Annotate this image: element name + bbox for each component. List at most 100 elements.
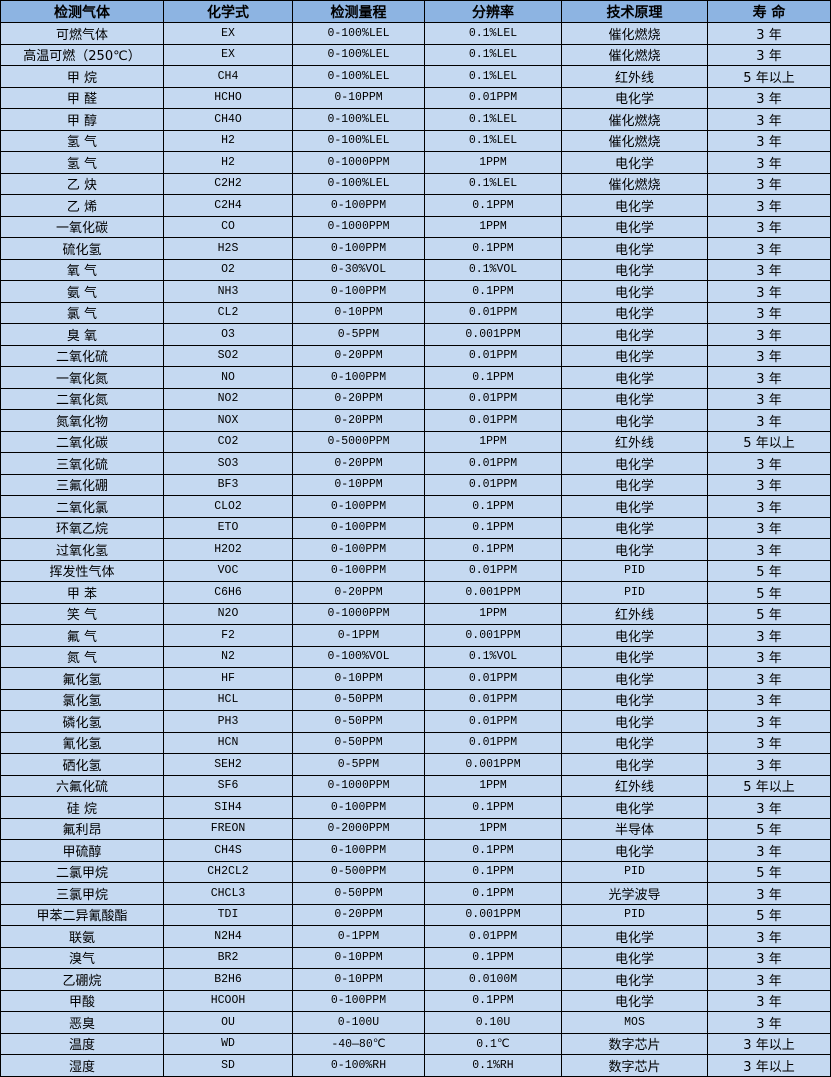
table-row: 甲苯二异氰酸酯 TDI 0-20PPM 0.001PPM PID 5 年 <box>0 903 831 926</box>
cell-resolution: 0.001PPM <box>424 581 562 604</box>
cell-formula: H2O2 <box>163 538 293 561</box>
cell-principle: PID <box>561 903 708 926</box>
cell-lifetime: 5 年 <box>707 581 831 604</box>
cell-resolution: 0.001PPM <box>424 903 562 926</box>
cell-range: 0-5PPM <box>292 323 425 346</box>
header-range: 检测量程 <box>292 0 425 23</box>
table-row: 甲 醛 HCHO 0-10PPM 0.01PPM 电化学 3 年 <box>0 86 831 109</box>
cell-gas-name: 甲苯二异氰酸酯 <box>0 903 164 926</box>
cell-formula: WD <box>163 1032 293 1055</box>
cell-resolution: 0.1PPM <box>424 860 562 883</box>
cell-gas-name: 硒化氢 <box>0 753 164 776</box>
cell-gas-name: 硫化氢 <box>0 237 164 260</box>
cell-formula: H2S <box>163 237 293 260</box>
cell-resolution: 0.1PPM <box>424 280 562 303</box>
cell-formula: C6H6 <box>163 581 293 604</box>
cell-lifetime: 3 年 <box>707 366 831 389</box>
cell-formula: O3 <box>163 323 293 346</box>
cell-lifetime: 5 年 <box>707 903 831 926</box>
table-row: 二氧化氯 CLO2 0-100PPM 0.1PPM 电化学 3 年 <box>0 495 831 518</box>
cell-formula: EX <box>163 43 293 66</box>
cell-lifetime: 3 年 <box>707 129 831 152</box>
cell-lifetime: 3 年 <box>707 710 831 733</box>
cell-gas-name: 甲 醇 <box>0 108 164 131</box>
cell-range: 0-100%LEL <box>292 43 425 66</box>
cell-principle: 电化学 <box>561 925 708 948</box>
cell-range: 0-100PPM <box>292 839 425 862</box>
cell-principle: 电化学 <box>561 495 708 518</box>
cell-principle: 电化学 <box>561 366 708 389</box>
cell-resolution: 0.1%VOL <box>424 258 562 281</box>
cell-formula: N2H4 <box>163 925 293 948</box>
cell-resolution: 0.10U <box>424 1011 562 1034</box>
cell-gas-name: 氢 气 <box>0 129 164 152</box>
cell-lifetime: 3 年 <box>707 108 831 131</box>
cell-gas-name: 氨 气 <box>0 280 164 303</box>
cell-gas-name: 氯 气 <box>0 301 164 324</box>
cell-range: 0-20PPM <box>292 344 425 367</box>
cell-gas-name: 过氧化氢 <box>0 538 164 561</box>
cell-range: 0-100PPM <box>292 796 425 819</box>
cell-range: 0-20PPM <box>292 387 425 410</box>
cell-principle: 红外线 <box>561 602 708 625</box>
cell-principle: 电化学 <box>561 731 708 754</box>
table-row: 硫化氢 H2S 0-100PPM 0.1PPM 电化学 3 年 <box>0 237 831 260</box>
cell-formula: HCN <box>163 731 293 754</box>
cell-principle: 光学波导 <box>561 882 708 905</box>
cell-lifetime: 3 年以上 <box>707 1054 831 1077</box>
cell-lifetime: 3 年 <box>707 86 831 109</box>
table-row: 乙 炔 C2H2 0-100%LEL 0.1%LEL 催化燃烧 3 年 <box>0 172 831 195</box>
cell-gas-name: 硅 烷 <box>0 796 164 819</box>
cell-range: 0-10PPM <box>292 667 425 690</box>
cell-range: 0-2000PPM <box>292 817 425 840</box>
cell-formula: N2O <box>163 602 293 625</box>
cell-range: 0-100PPM <box>292 237 425 260</box>
cell-resolution: 0.01PPM <box>424 710 562 733</box>
table-row: 乙 烯 C2H4 0-100PPM 0.1PPM 电化学 3 年 <box>0 194 831 217</box>
cell-resolution: 0.1PPM <box>424 237 562 260</box>
cell-resolution: 0.01PPM <box>424 925 562 948</box>
table-row: 溴气 BR2 0-10PPM 0.1PPM 电化学 3 年 <box>0 946 831 969</box>
cell-formula: B2H6 <box>163 968 293 991</box>
cell-lifetime: 3 年 <box>707 495 831 518</box>
cell-formula: HCHO <box>163 86 293 109</box>
cell-principle: 催化燃烧 <box>561 22 708 45</box>
cell-lifetime: 3 年 <box>707 172 831 195</box>
cell-lifetime: 3 年 <box>707 1011 831 1034</box>
cell-resolution: 0.001PPM <box>424 753 562 776</box>
cell-gas-name: 联氨 <box>0 925 164 948</box>
cell-gas-name: 氟利昂 <box>0 817 164 840</box>
table-row: 磷化氢 PH3 0-50PPM 0.01PPM 电化学 3 年 <box>0 710 831 733</box>
cell-principle: MOS <box>561 1011 708 1034</box>
cell-range: 0-100%LEL <box>292 129 425 152</box>
cell-resolution: 1PPM <box>424 602 562 625</box>
table-row: 氮氧化物 NOX 0-20PPM 0.01PPM 电化学 3 年 <box>0 409 831 432</box>
cell-gas-name: 甲 醛 <box>0 86 164 109</box>
cell-lifetime: 3 年 <box>707 925 831 948</box>
cell-resolution: 0.01PPM <box>424 301 562 324</box>
cell-range: 0-100%LEL <box>292 65 425 88</box>
cell-gas-name: 氟化氢 <box>0 667 164 690</box>
cell-resolution: 0.001PPM <box>424 323 562 346</box>
cell-lifetime: 3 年 <box>707 688 831 711</box>
cell-resolution: 0.1PPM <box>424 946 562 969</box>
cell-range: 0-10PPM <box>292 946 425 969</box>
table-row: 六氟化硫 SF6 0-1000PPM 1PPM 红外线 5 年以上 <box>0 774 831 797</box>
table-row: 恶臭 OU 0-100U 0.10U MOS 3 年 <box>0 1011 831 1034</box>
cell-principle: 电化学 <box>561 538 708 561</box>
cell-principle: 红外线 <box>561 430 708 453</box>
cell-principle: 数字芯片 <box>561 1032 708 1055</box>
cell-lifetime: 3 年 <box>707 280 831 303</box>
cell-resolution: 0.01PPM <box>424 473 562 496</box>
table-row: 笑 气 N2O 0-1000PPM 1PPM 红外线 5 年 <box>0 602 831 625</box>
table-row: 甲硫醇 CH4S 0-100PPM 0.1PPM 电化学 3 年 <box>0 839 831 862</box>
cell-resolution: 0.1PPM <box>424 989 562 1012</box>
cell-range: 0-1000PPM <box>292 602 425 625</box>
table-row: 一氧化氮 NO 0-100PPM 0.1PPM 电化学 3 年 <box>0 366 831 389</box>
cell-resolution: 1PPM <box>424 774 562 797</box>
cell-principle: 红外线 <box>561 774 708 797</box>
cell-formula: SD <box>163 1054 293 1077</box>
cell-range: 0-1PPM <box>292 925 425 948</box>
cell-formula: C2H4 <box>163 194 293 217</box>
cell-resolution: 0.01PPM <box>424 559 562 582</box>
